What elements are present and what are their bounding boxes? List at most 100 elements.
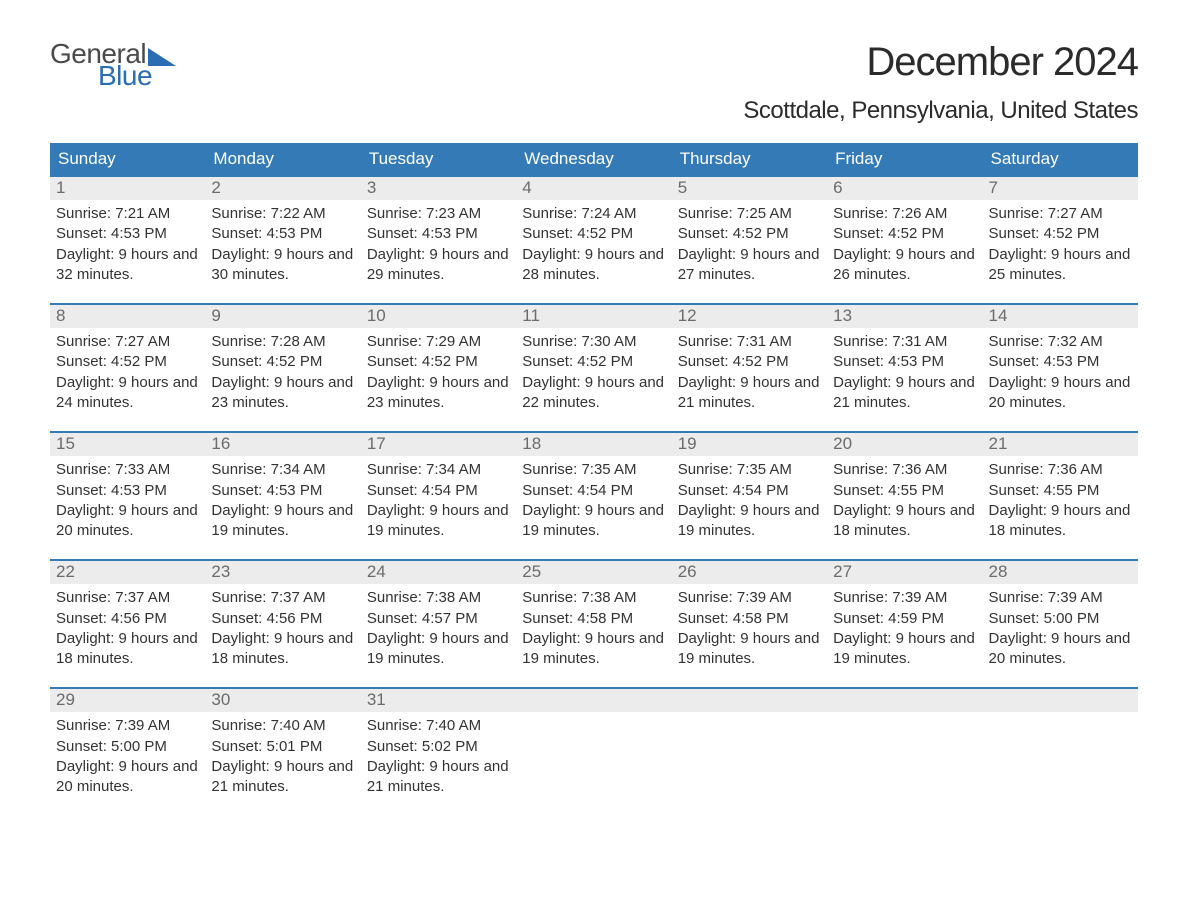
sunrise-text: Sunrise: 7:25 AM (678, 204, 821, 224)
daylight-text: Daylight: 9 hours and 20 minutes. (989, 629, 1132, 670)
sunrise-text: Sunrise: 7:24 AM (522, 204, 665, 224)
weekday-header: Friday (827, 143, 982, 175)
sunset-text: Sunset: 5:01 PM (211, 737, 354, 757)
week-row: 15Sunrise: 7:33 AMSunset: 4:53 PMDayligh… (50, 431, 1138, 541)
sunrise-text: Sunrise: 7:28 AM (211, 332, 354, 352)
daylight-text: Daylight: 9 hours and 19 minutes. (522, 629, 665, 670)
page-header: General Blue December 2024 Scottdale, Pe… (50, 40, 1138, 125)
sunset-text: Sunset: 4:53 PM (989, 352, 1132, 372)
sunset-text: Sunset: 4:52 PM (211, 352, 354, 372)
sunrise-text: Sunrise: 7:31 AM (678, 332, 821, 352)
sunrise-text: Sunrise: 7:27 AM (56, 332, 199, 352)
calendar: Sunday Monday Tuesday Wednesday Thursday… (50, 143, 1138, 797)
brand-logo: General Blue (50, 40, 176, 90)
day-cell: 16Sunrise: 7:34 AMSunset: 4:53 PMDayligh… (205, 433, 360, 541)
daylight-text: Daylight: 9 hours and 19 minutes. (678, 501, 821, 542)
daylight-text: Daylight: 9 hours and 19 minutes. (678, 629, 821, 670)
sunset-text: Sunset: 4:52 PM (367, 352, 510, 372)
day-number: 17 (361, 433, 516, 456)
day-number: 2 (205, 177, 360, 200)
day-number: 25 (516, 561, 671, 584)
day-cell: 8Sunrise: 7:27 AMSunset: 4:52 PMDaylight… (50, 305, 205, 413)
weekday-header: Thursday (672, 143, 827, 175)
day-body: Sunrise: 7:28 AMSunset: 4:52 PMDaylight:… (205, 328, 360, 413)
sunset-text: Sunset: 4:53 PM (211, 224, 354, 244)
day-cell: 6Sunrise: 7:26 AMSunset: 4:52 PMDaylight… (827, 177, 982, 285)
sunrise-text: Sunrise: 7:26 AM (833, 204, 976, 224)
day-number: 5 (672, 177, 827, 200)
day-body: Sunrise: 7:31 AMSunset: 4:53 PMDaylight:… (827, 328, 982, 413)
day-number: 13 (827, 305, 982, 328)
daylight-text: Daylight: 9 hours and 23 minutes. (367, 373, 510, 414)
daylight-text: Daylight: 9 hours and 21 minutes. (833, 373, 976, 414)
sunrise-text: Sunrise: 7:39 AM (56, 716, 199, 736)
day-cell: 14Sunrise: 7:32 AMSunset: 4:53 PMDayligh… (983, 305, 1138, 413)
week-row: 8Sunrise: 7:27 AMSunset: 4:52 PMDaylight… (50, 303, 1138, 413)
week-row: 1Sunrise: 7:21 AMSunset: 4:53 PMDaylight… (50, 175, 1138, 285)
sunrise-text: Sunrise: 7:35 AM (522, 460, 665, 480)
day-cell: 3Sunrise: 7:23 AMSunset: 4:53 PMDaylight… (361, 177, 516, 285)
sunset-text: Sunset: 4:52 PM (522, 224, 665, 244)
day-number: 30 (205, 689, 360, 712)
day-body: Sunrise: 7:29 AMSunset: 4:52 PMDaylight:… (361, 328, 516, 413)
sunrise-text: Sunrise: 7:40 AM (211, 716, 354, 736)
sunset-text: Sunset: 4:53 PM (367, 224, 510, 244)
daylight-text: Daylight: 9 hours and 18 minutes. (833, 501, 976, 542)
sunrise-text: Sunrise: 7:21 AM (56, 204, 199, 224)
day-number: 23 (205, 561, 360, 584)
sunrise-text: Sunrise: 7:37 AM (211, 588, 354, 608)
day-number: 1 (50, 177, 205, 200)
day-body: Sunrise: 7:40 AMSunset: 5:02 PMDaylight:… (361, 712, 516, 797)
day-cell (516, 689, 671, 797)
day-cell (827, 689, 982, 797)
weekday-header-row: Sunday Monday Tuesday Wednesday Thursday… (50, 143, 1138, 175)
daylight-text: Daylight: 9 hours and 18 minutes. (56, 629, 199, 670)
daylight-text: Daylight: 9 hours and 32 minutes. (56, 245, 199, 286)
daylight-text: Daylight: 9 hours and 27 minutes. (678, 245, 821, 286)
sunset-text: Sunset: 4:53 PM (211, 481, 354, 501)
day-number: 4 (516, 177, 671, 200)
day-number: 19 (672, 433, 827, 456)
sunset-text: Sunset: 4:53 PM (56, 481, 199, 501)
sunset-text: Sunset: 4:52 PM (56, 352, 199, 372)
day-body: Sunrise: 7:36 AMSunset: 4:55 PMDaylight:… (827, 456, 982, 541)
sunset-text: Sunset: 4:56 PM (211, 609, 354, 629)
day-number: 29 (50, 689, 205, 712)
sunset-text: Sunset: 4:52 PM (678, 352, 821, 372)
daylight-text: Daylight: 9 hours and 21 minutes. (678, 373, 821, 414)
day-body: Sunrise: 7:37 AMSunset: 4:56 PMDaylight:… (50, 584, 205, 669)
daylight-text: Daylight: 9 hours and 19 minutes. (367, 501, 510, 542)
day-body: Sunrise: 7:32 AMSunset: 4:53 PMDaylight:… (983, 328, 1138, 413)
sunset-text: Sunset: 4:55 PM (989, 481, 1132, 501)
daylight-text: Daylight: 9 hours and 30 minutes. (211, 245, 354, 286)
daylight-text: Daylight: 9 hours and 20 minutes. (56, 757, 199, 798)
day-body: Sunrise: 7:21 AMSunset: 4:53 PMDaylight:… (50, 200, 205, 285)
day-body: Sunrise: 7:39 AMSunset: 5:00 PMDaylight:… (983, 584, 1138, 669)
day-cell: 29Sunrise: 7:39 AMSunset: 5:00 PMDayligh… (50, 689, 205, 797)
day-number-empty (827, 689, 982, 712)
sunrise-text: Sunrise: 7:31 AM (833, 332, 976, 352)
title-block: December 2024 Scottdale, Pennsylvania, U… (743, 40, 1138, 125)
day-body: Sunrise: 7:39 AMSunset: 5:00 PMDaylight:… (50, 712, 205, 797)
day-cell: 22Sunrise: 7:37 AMSunset: 4:56 PMDayligh… (50, 561, 205, 669)
day-cell: 26Sunrise: 7:39 AMSunset: 4:58 PMDayligh… (672, 561, 827, 669)
daylight-text: Daylight: 9 hours and 19 minutes. (522, 501, 665, 542)
sunset-text: Sunset: 4:52 PM (833, 224, 976, 244)
daylight-text: Daylight: 9 hours and 26 minutes. (833, 245, 976, 286)
day-number: 14 (983, 305, 1138, 328)
day-cell: 9Sunrise: 7:28 AMSunset: 4:52 PMDaylight… (205, 305, 360, 413)
sunrise-text: Sunrise: 7:40 AM (367, 716, 510, 736)
location-subtitle: Scottdale, Pennsylvania, United States (743, 97, 1138, 125)
sunrise-text: Sunrise: 7:37 AM (56, 588, 199, 608)
day-cell: 19Sunrise: 7:35 AMSunset: 4:54 PMDayligh… (672, 433, 827, 541)
sunrise-text: Sunrise: 7:35 AM (678, 460, 821, 480)
sunset-text: Sunset: 4:54 PM (522, 481, 665, 501)
day-number: 8 (50, 305, 205, 328)
day-body: Sunrise: 7:38 AMSunset: 4:58 PMDaylight:… (516, 584, 671, 669)
sunrise-text: Sunrise: 7:30 AM (522, 332, 665, 352)
sunset-text: Sunset: 4:58 PM (678, 609, 821, 629)
day-number: 18 (516, 433, 671, 456)
day-body: Sunrise: 7:23 AMSunset: 4:53 PMDaylight:… (361, 200, 516, 285)
day-number: 22 (50, 561, 205, 584)
day-body: Sunrise: 7:39 AMSunset: 4:58 PMDaylight:… (672, 584, 827, 669)
